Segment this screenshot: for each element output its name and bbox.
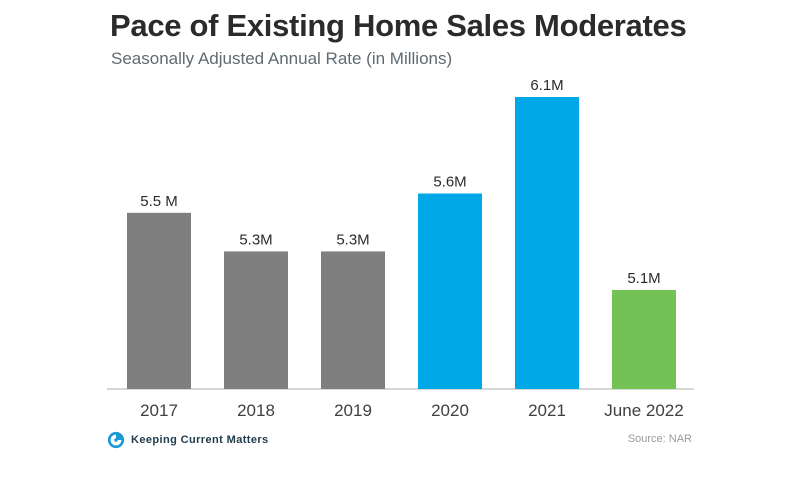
x-tick-label: 2020 <box>431 401 469 420</box>
source-note: Source: NAR <box>627 433 692 445</box>
data-label: 5.3M <box>239 231 272 248</box>
x-tick-label: 2021 <box>528 401 566 420</box>
data-label: 5.5 M <box>140 193 178 210</box>
data-label: 5.6M <box>433 174 466 191</box>
kcm-swirl-icon <box>107 431 125 449</box>
x-tick-label: 2018 <box>237 401 275 420</box>
data-label: 5.1M <box>627 270 660 287</box>
bar-2019 <box>321 251 385 389</box>
chart-title: Pace of Existing Home Sales Moderates <box>110 8 687 43</box>
data-label: 6.1M <box>530 77 563 94</box>
bar-2017 <box>127 212 191 389</box>
bar-june-2022 <box>612 290 676 389</box>
data-label: 5.3M <box>336 231 369 248</box>
brand-name: Keeping Current Matters <box>131 434 269 446</box>
bar-2021 <box>515 97 579 389</box>
brand-logo: Keeping Current Matters <box>107 431 269 449</box>
x-tick-label: 2019 <box>334 401 372 420</box>
bar-2018 <box>224 251 288 389</box>
x-tick-label: 2017 <box>140 401 178 420</box>
chart-subtitle: Seasonally Adjusted Annual Rate (in Mill… <box>111 49 453 68</box>
bar-2020 <box>418 193 482 389</box>
x-tick-label: June 2022 <box>604 401 683 420</box>
